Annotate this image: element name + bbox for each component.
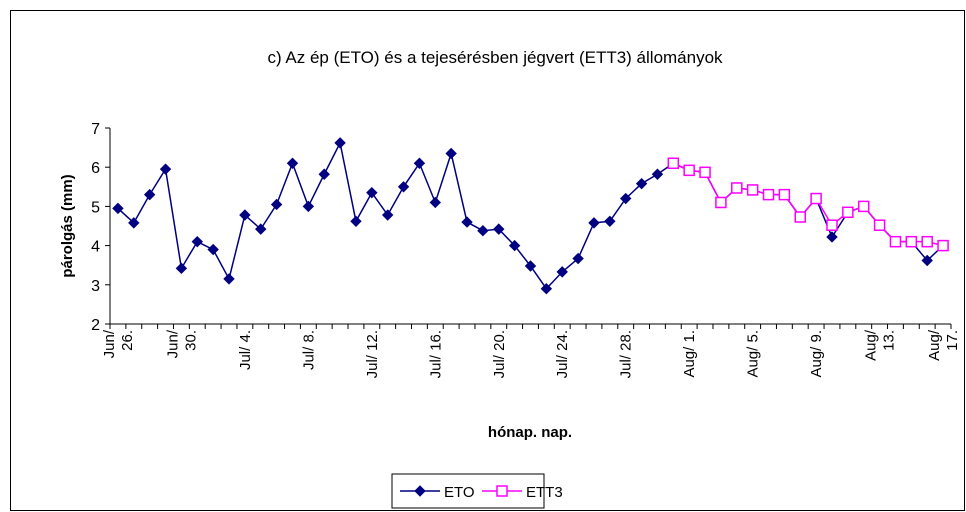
x-tick-label: Aug/ 1.: [681, 330, 698, 378]
data-point: [493, 223, 505, 235]
y-tick-label: 7: [91, 121, 100, 138]
x-tick-label: Jun/30.: [164, 329, 199, 358]
data-point: [683, 164, 695, 177]
data-point: [937, 239, 949, 252]
data-point: [699, 166, 711, 179]
y-tick-label: 6: [91, 160, 100, 177]
y-tick-label: 4: [91, 239, 100, 256]
data-point: [746, 184, 759, 196]
data-point: [143, 188, 156, 201]
x-tick-label: Aug/ 9.: [808, 330, 825, 378]
data-point: [604, 215, 616, 228]
x-tick-label-line: Aug/: [863, 329, 880, 361]
x-tick-label: Aug/13.: [863, 329, 898, 361]
data-point: [128, 217, 140, 229]
data-point: [905, 235, 918, 248]
data-point: [810, 192, 822, 205]
legend-marker: [496, 485, 508, 497]
data-point: [286, 157, 299, 169]
data-point: [667, 157, 680, 170]
data-point: [540, 283, 553, 295]
data-point: [112, 202, 124, 215]
y-tick-label: 2: [91, 317, 100, 334]
data-point: [413, 157, 426, 169]
data-point: [302, 200, 315, 213]
x-axis-label: hónap. nap.: [488, 424, 572, 441]
x-tick-label-line: 13.: [881, 330, 898, 351]
chart-title: c) Az ép (ETO) és a tejesérésben jégvert…: [267, 48, 723, 67]
data-point: [921, 235, 933, 248]
y-axis-label: párolgás (mm): [59, 174, 76, 277]
data-point: [477, 224, 489, 237]
data-point: [397, 181, 410, 193]
data-point: [207, 243, 219, 256]
x-tick-label-line: 17.: [944, 330, 961, 351]
x-tick-label: Jul/ 8.: [300, 330, 317, 370]
data-point: [556, 266, 568, 278]
data-point: [842, 206, 854, 219]
legend-label: ETT3: [526, 484, 563, 501]
x-tick-label-line: 30.: [182, 330, 199, 351]
data-point: [620, 192, 632, 205]
x-tick-label-line: 26.: [119, 330, 136, 351]
data-point: [191, 235, 203, 248]
data-point: [175, 262, 188, 275]
x-tick-label: Jul/ 20.: [491, 330, 508, 378]
chart-frame: [10, 10, 965, 511]
data-point: [826, 231, 838, 243]
data-point: [429, 196, 441, 209]
x-tick-label: Aug/ 5.: [745, 330, 762, 378]
data-point: [159, 163, 172, 175]
data-point: [334, 137, 346, 149]
y-tick-label: 5: [91, 199, 100, 216]
data-point: [255, 223, 267, 235]
x-tick-label-line: Jun/: [101, 329, 118, 358]
data-point: [762, 188, 775, 201]
y-tick-label: 3: [91, 278, 100, 295]
x-tick-label: Jul/ 28.: [618, 330, 635, 378]
data-point: [794, 211, 807, 223]
legend-marker: [414, 485, 426, 497]
x-tick-label: Jul/ 16.: [427, 330, 444, 378]
data-point: [508, 239, 521, 252]
data-point: [889, 235, 902, 248]
data-point: [350, 215, 362, 228]
data-point: [857, 200, 870, 213]
data-point: [461, 216, 473, 228]
data-point: [921, 254, 933, 267]
data-point: [873, 219, 886, 231]
data-point: [270, 198, 283, 211]
data-point: [651, 168, 664, 180]
data-point: [635, 177, 648, 190]
x-tick-label: Jul/ 12.: [364, 330, 381, 378]
data-point: [381, 209, 394, 221]
data-point: [239, 209, 251, 221]
x-tick-label: Aug/17.: [926, 329, 961, 361]
data-point: [318, 168, 330, 180]
data-point: [715, 196, 727, 209]
data-point: [826, 219, 838, 231]
data-point: [588, 217, 600, 229]
data-point: [445, 147, 457, 160]
x-tick-label: Jul/ 24.: [554, 330, 571, 378]
data-point: [366, 186, 378, 199]
data-point: [778, 188, 791, 201]
x-tick-label-line: Jun/: [164, 329, 181, 358]
data-point: [524, 260, 537, 272]
x-tick-label: Jul/ 4.: [237, 330, 254, 370]
x-tick-label: Jun/26.: [101, 329, 136, 358]
data-point: [572, 252, 584, 265]
x-tick-label-line: Aug/: [926, 329, 943, 361]
legend-label: ETO: [444, 484, 475, 501]
data-point: [731, 182, 743, 194]
data-point: [223, 273, 235, 285]
